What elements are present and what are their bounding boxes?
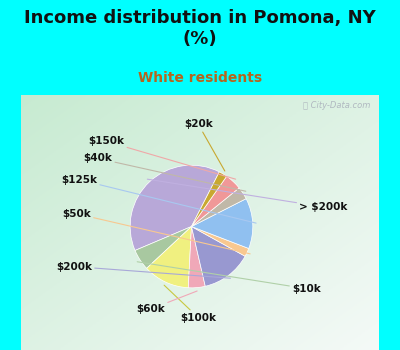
- Text: $125k: $125k: [61, 175, 256, 223]
- Wedge shape: [192, 176, 239, 226]
- Text: > $200k: > $200k: [147, 179, 348, 212]
- Wedge shape: [192, 226, 249, 256]
- Text: ⓘ City-Data.com: ⓘ City-Data.com: [303, 101, 370, 110]
- Wedge shape: [147, 226, 192, 288]
- Text: White residents: White residents: [138, 71, 262, 85]
- Text: $20k: $20k: [184, 119, 225, 171]
- Text: $10k: $10k: [137, 262, 321, 294]
- Text: $150k: $150k: [88, 136, 236, 179]
- Text: $60k: $60k: [136, 291, 197, 314]
- Text: $40k: $40k: [83, 153, 246, 191]
- Wedge shape: [130, 165, 219, 251]
- Wedge shape: [192, 199, 253, 248]
- Wedge shape: [188, 226, 205, 288]
- Wedge shape: [135, 226, 192, 268]
- Text: $100k: $100k: [164, 285, 216, 323]
- Text: $50k: $50k: [62, 209, 250, 254]
- Wedge shape: [192, 172, 227, 226]
- Wedge shape: [192, 226, 245, 286]
- Text: $200k: $200k: [56, 261, 230, 278]
- Wedge shape: [192, 188, 246, 226]
- Text: Income distribution in Pomona, NY
(%): Income distribution in Pomona, NY (%): [24, 9, 376, 48]
